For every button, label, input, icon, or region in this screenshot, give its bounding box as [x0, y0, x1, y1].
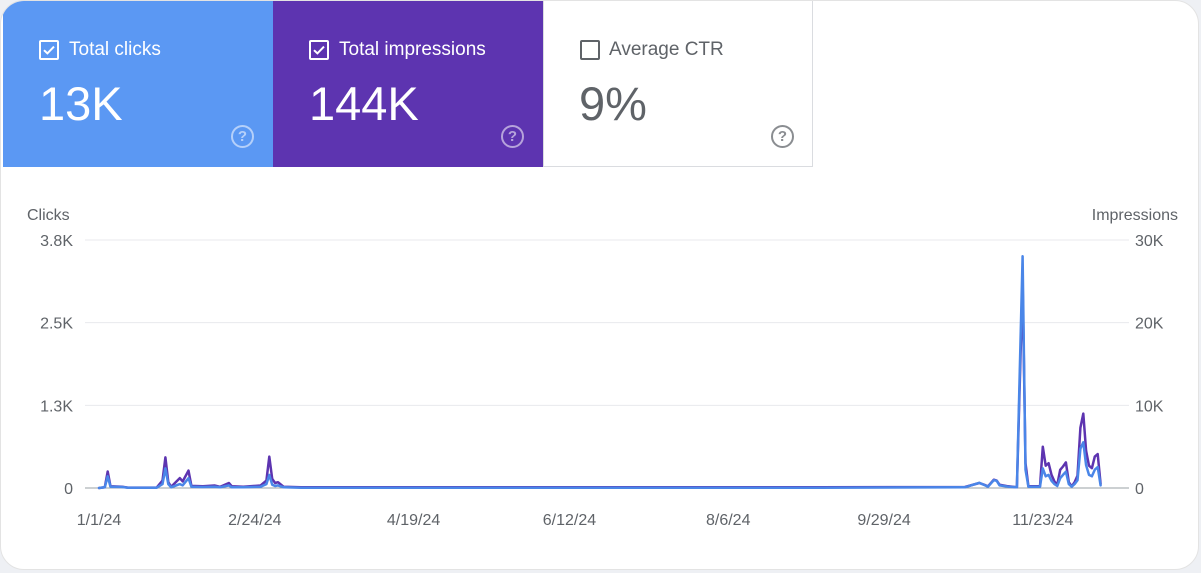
clicks-series-line — [97, 255, 1102, 490]
left-tick-label: 2.5K — [40, 316, 73, 333]
left-tick-label: 3.8K — [40, 233, 73, 250]
checkbox-checked-icon[interactable] — [39, 40, 59, 60]
left-tick-label: 0 — [64, 481, 73, 498]
impressions-series-line — [97, 280, 1102, 490]
left-axis-title: Clicks — [27, 207, 70, 224]
total-impressions-value: 144K — [309, 77, 419, 130]
x-tick-label: 4/19/24 — [387, 512, 440, 529]
left-tick-label: 1.3K — [40, 398, 73, 415]
total-impressions-label: Total impressions — [339, 39, 486, 60]
total-clicks-tile[interactable]: Total clicks 13K ? — [3, 1, 273, 167]
average-ctr-label: Average CTR — [609, 39, 724, 60]
total-impressions-tile[interactable]: Total impressions 144K ? — [273, 1, 543, 167]
help-circle-icon[interactable]: ? — [231, 125, 254, 148]
right-axis-title: Impressions — [1092, 207, 1178, 224]
total-clicks-label: Total clicks — [69, 39, 161, 60]
x-tick-label: 6/12/24 — [543, 512, 596, 529]
x-tick-label: 11/23/24 — [1012, 512, 1073, 529]
right-tick-label: 10K — [1135, 398, 1164, 415]
x-tick-label: 1/1/24 — [77, 512, 122, 529]
checkbox-unchecked-icon[interactable] — [580, 40, 600, 60]
checkbox-checked-icon[interactable] — [309, 40, 329, 60]
x-tick-label: 8/6/24 — [706, 512, 751, 529]
average-ctr-tile[interactable]: Average CTR 9% ? — [543, 1, 813, 167]
right-tick-label: 20K — [1135, 316, 1164, 333]
help-circle-icon[interactable]: ? — [501, 125, 524, 148]
average-ctr-value: 9% — [579, 77, 647, 130]
right-tick-label: 30K — [1135, 233, 1164, 250]
help-circle-icon[interactable]: ? — [771, 125, 794, 148]
x-tick-label: 2/24/24 — [228, 512, 281, 529]
total-clicks-value: 13K — [39, 77, 123, 130]
x-tick-label: 9/29/24 — [857, 512, 910, 529]
right-tick-label: 0 — [1135, 481, 1144, 498]
